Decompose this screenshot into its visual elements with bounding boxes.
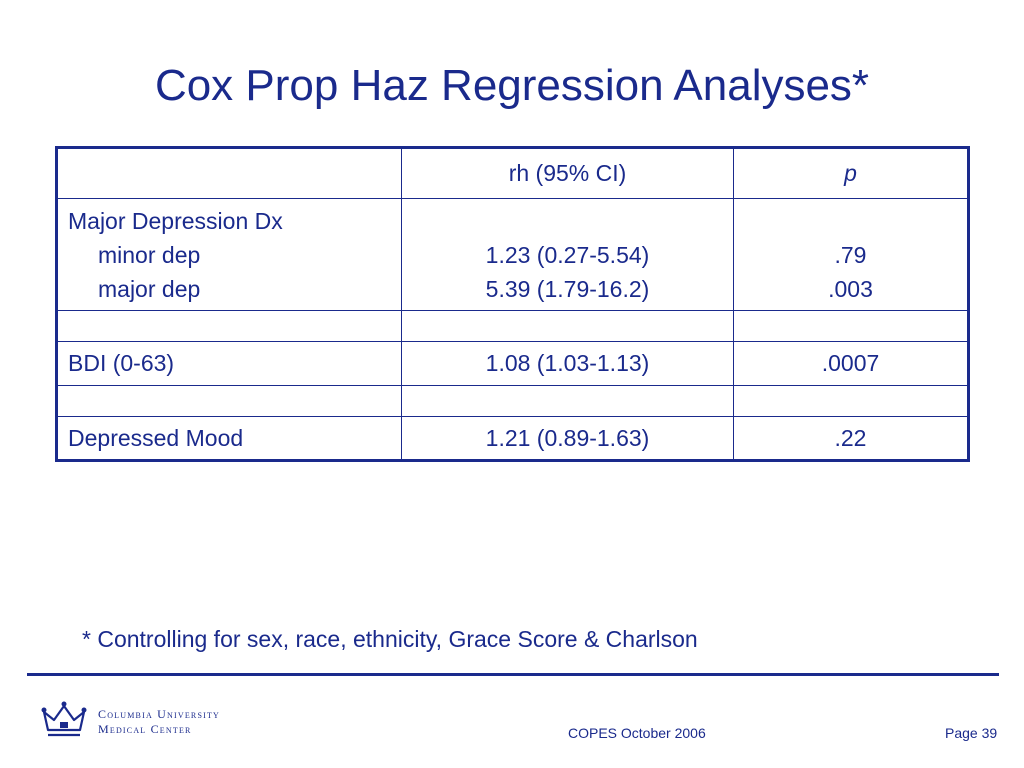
crown-icon [41,701,87,737]
minor-dep-rh: 1.23 (0.27-5.54) [485,241,650,268]
depressed-mood-label: Depressed Mood [56,416,402,461]
table-spacer-row [56,385,969,417]
org-name-line2: Medical Center [98,722,192,736]
table-header-row: rh (95% CI) p [56,147,969,199]
row-label-cell: Major Depression Dx minor dep major dep [56,198,402,311]
footnote: * Controlling for sex, race, ethnicity, … [82,626,698,652]
page-number: Page 39 [945,725,998,741]
bdi-rh: 1.08 (1.03-1.13) [401,341,734,386]
minor-dep-label: minor dep [98,241,201,268]
table-spacer-row [56,310,969,342]
rh-cell: 1.23 (0.27-5.54) 5.39 (1.79-16.2) [401,198,734,311]
results-table: rh (95% CI) p Major Depression Dx minor … [55,146,970,462]
depressed-mood-p: .22 [733,416,969,461]
table-row: BDI (0-63) 1.08 (1.03-1.13) .0007 [56,341,969,386]
header-cell-p: p [733,147,969,199]
major-dep-label: major dep [98,275,201,302]
p-cell: .79 .003 [733,198,969,311]
slide-title: Cox Prop Haz Regression Analyses* [154,61,870,110]
footer-event: COPES October 2006 [568,725,706,741]
bdi-label: BDI (0-63) [56,341,402,386]
table-row: Major Depression Dx minor dep major dep … [56,198,969,311]
depressed-mood-rh: 1.21 (0.89-1.63) [401,416,734,461]
bdi-p: .0007 [733,341,969,386]
header-cell-rh: rh (95% CI) [401,147,734,199]
major-dep-rh: 5.39 (1.79-16.2) [485,275,650,302]
major-depression-label: Major Depression Dx [68,207,283,234]
table-row: Depressed Mood 1.21 (0.89-1.63) .22 [56,416,969,461]
footer-divider [27,673,999,676]
org-name: Columbia University Medical Center [98,707,220,737]
minor-dep-p: .79 [834,241,867,268]
header-cell-empty [56,147,402,199]
major-dep-p: .003 [828,275,873,302]
org-name-line1: Columbia University [98,707,221,721]
